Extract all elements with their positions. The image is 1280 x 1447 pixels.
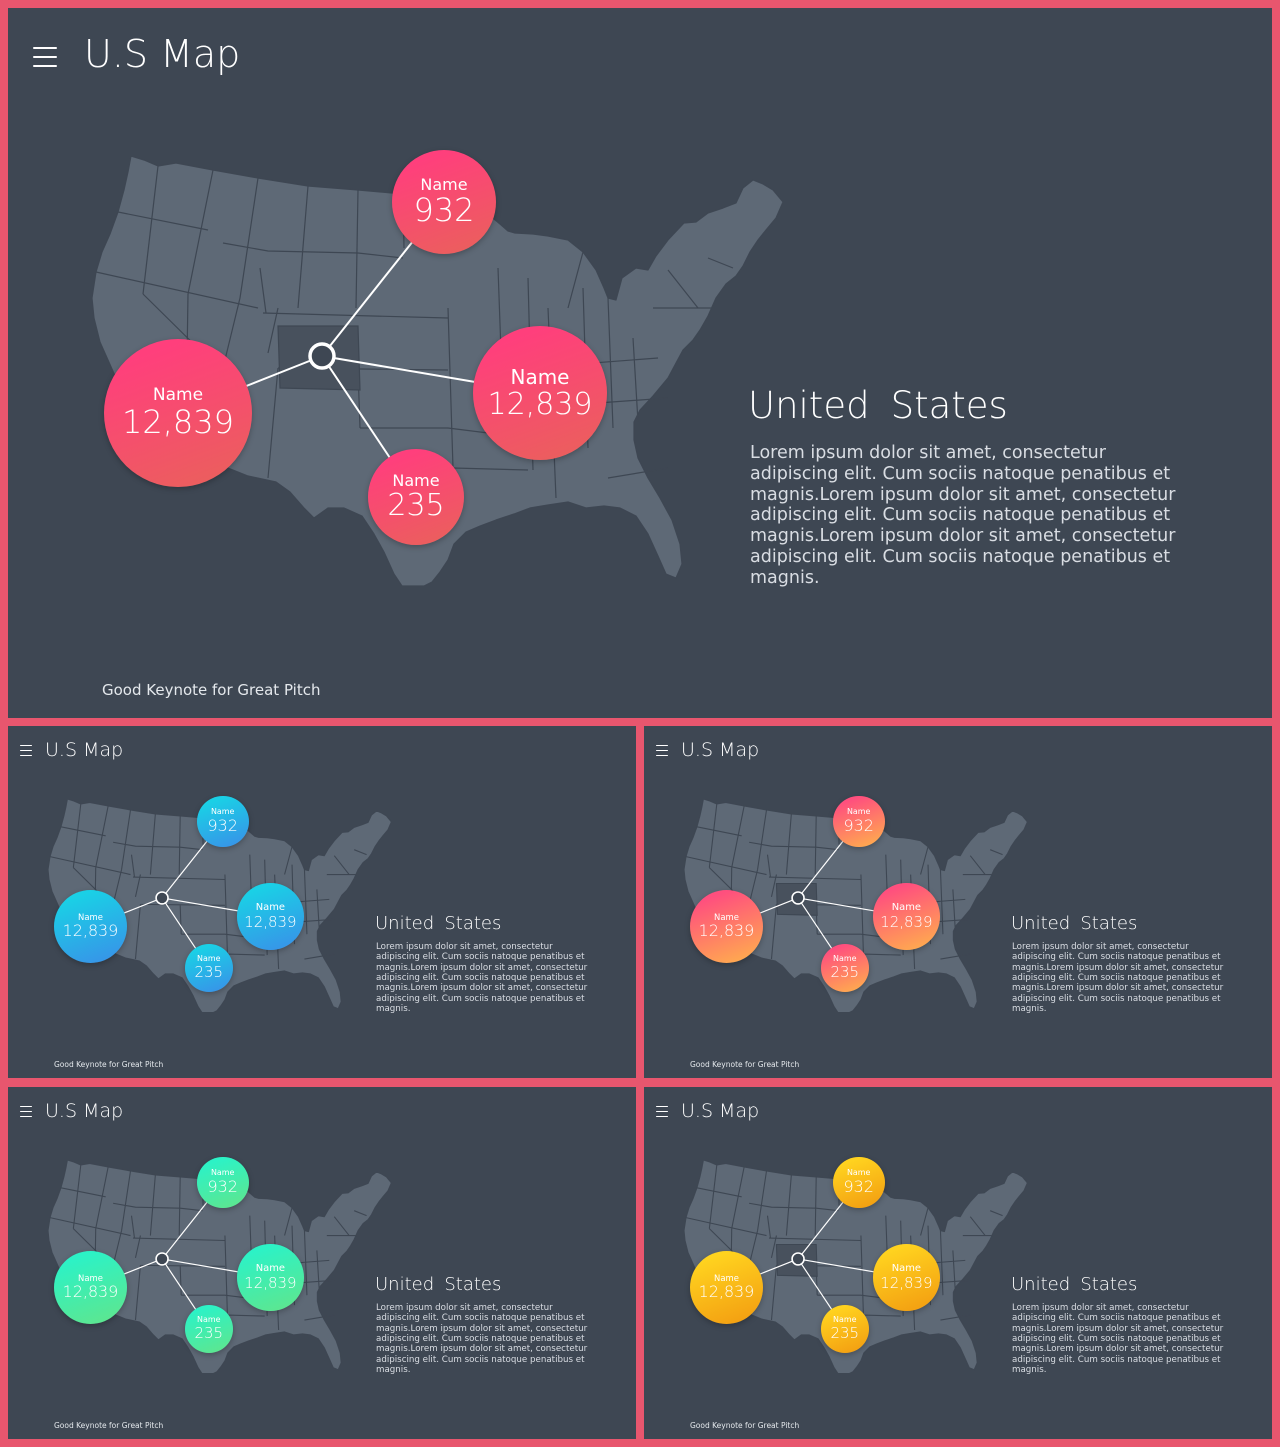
bubble-label: Name bbox=[210, 807, 235, 817]
slide-orange: U.S Map Name 932 Name 12,839 Name 12,839 Na… bbox=[644, 726, 1272, 1078]
bubble-east: Name 12,839 bbox=[473, 326, 607, 460]
bubble-label: Name bbox=[846, 1168, 871, 1178]
slide-title: U.S Map bbox=[84, 32, 241, 76]
us-map bbox=[47, 798, 392, 1013]
section-heading: United States bbox=[375, 1274, 502, 1295]
bubble-label: Name bbox=[714, 1272, 739, 1283]
slide-title: U.S Map bbox=[45, 739, 124, 761]
slide-footer: Good Keynote for Great Pitch bbox=[690, 1060, 800, 1069]
bubble-value: 12,839 bbox=[698, 1282, 755, 1302]
bubble-value: 932 bbox=[207, 1177, 238, 1197]
bubble-value: 235 bbox=[194, 1324, 223, 1343]
bubble-label: Name bbox=[891, 901, 922, 913]
bubble-value: 12,839 bbox=[62, 921, 119, 941]
slide-yellow: U.S Map Name 932 Name 12,839 Name 12,839 Na… bbox=[644, 1087, 1272, 1439]
bubble-label: Name bbox=[210, 1168, 235, 1178]
bubble-north: Name 932 bbox=[832, 1156, 885, 1209]
slide-footer: Good Keynote for Great Pitch bbox=[690, 1421, 800, 1430]
bubble-south: Name 235 bbox=[820, 944, 869, 992]
bubble-value: 235 bbox=[194, 963, 223, 982]
bubble-label: Name bbox=[78, 911, 103, 922]
bubble-west: Name 12,839 bbox=[104, 339, 252, 487]
bubble-label: Name bbox=[833, 954, 857, 964]
bubble-value: 932 bbox=[413, 191, 475, 230]
bubble-east: Name 12,839 bbox=[237, 1244, 304, 1311]
menu-icon[interactable] bbox=[20, 745, 32, 756]
bubble-south: Name 235 bbox=[820, 1305, 869, 1353]
bubble-west: Name 12,839 bbox=[689, 889, 764, 964]
bubble-value: 12,839 bbox=[698, 921, 755, 941]
bubble-value: 12,839 bbox=[880, 1273, 933, 1292]
bubble-value: 932 bbox=[207, 816, 238, 836]
slide-green: U.S Map Name 932 Name 12,839 Name 12,839 Na… bbox=[8, 1087, 636, 1439]
section-heading: United States bbox=[1011, 1274, 1138, 1295]
bubble-label: Name bbox=[714, 911, 739, 922]
bubble-label: Name bbox=[510, 364, 570, 389]
slide-title: U.S Map bbox=[681, 1100, 760, 1122]
bubble-label: Name bbox=[891, 1262, 922, 1274]
slide-footer: Good Keynote for Great Pitch bbox=[102, 681, 321, 699]
bubble-value: 12,839 bbox=[62, 1282, 119, 1302]
bubble-south: Name 235 bbox=[184, 944, 233, 992]
slide-title: U.S Map bbox=[45, 1100, 124, 1122]
bubble-north: Name 932 bbox=[832, 795, 885, 848]
bubble-value: 932 bbox=[843, 816, 874, 836]
bubble-label: Name bbox=[420, 174, 468, 194]
bubble-label: Name bbox=[846, 807, 871, 817]
bubble-north: Name 932 bbox=[196, 1156, 249, 1209]
bubble-value: 12,839 bbox=[244, 912, 297, 931]
slide-blue: U.S Map Name 932 Name 12,839 Name 12,839 Na… bbox=[8, 726, 636, 1078]
bubble-value: 235 bbox=[830, 1324, 859, 1343]
body-text: Lorem ipsum dolor sit amet, consectetur … bbox=[750, 443, 1176, 588]
menu-icon[interactable] bbox=[33, 46, 57, 68]
bubble-east: Name 12,839 bbox=[873, 1244, 940, 1311]
bubble-value: 235 bbox=[387, 488, 445, 524]
bubble-value: 12,839 bbox=[880, 912, 933, 931]
bubble-label: Name bbox=[833, 1315, 857, 1325]
menu-icon[interactable] bbox=[656, 745, 668, 756]
slide-large: U.S Map Name 932 Name 12,839 Name 12,839 Na… bbox=[8, 8, 1272, 718]
body-text: Lorem ipsum dolor sit amet, consectetur … bbox=[1012, 942, 1224, 1015]
body-text: Lorem ipsum dolor sit amet, consectetur … bbox=[1012, 1303, 1224, 1376]
bubble-label: Name bbox=[197, 1315, 221, 1325]
bubble-value: 12,839 bbox=[244, 1273, 297, 1292]
bubble-value: 235 bbox=[830, 963, 859, 982]
section-heading: United States bbox=[1011, 913, 1138, 934]
bubble-label: Name bbox=[255, 901, 286, 913]
slide-title: U.S Map bbox=[681, 739, 760, 761]
bubble-east: Name 12,839 bbox=[237, 883, 304, 950]
menu-icon[interactable] bbox=[20, 1106, 32, 1117]
bubble-south: Name 235 bbox=[184, 1305, 233, 1353]
bubble-north: Name 932 bbox=[392, 150, 496, 254]
bubble-label: Name bbox=[392, 470, 440, 490]
section-heading: United States bbox=[748, 384, 1008, 427]
bubble-label: Name bbox=[78, 1272, 103, 1283]
menu-icon[interactable] bbox=[656, 1106, 668, 1117]
bubble-west: Name 12,839 bbox=[53, 889, 128, 964]
bubble-value: 12,839 bbox=[487, 386, 593, 422]
bubble-value: 12,839 bbox=[122, 402, 234, 441]
slide-footer: Good Keynote for Great Pitch bbox=[54, 1421, 164, 1430]
body-text: Lorem ipsum dolor sit amet, consectetur … bbox=[376, 1303, 588, 1376]
bubble-west: Name 12,839 bbox=[689, 1250, 764, 1325]
bubble-value: 932 bbox=[843, 1177, 874, 1197]
bubble-label: Name bbox=[255, 1262, 286, 1274]
bubble-label: Name bbox=[152, 385, 204, 406]
bubble-west: Name 12,839 bbox=[53, 1250, 128, 1325]
body-text: Lorem ipsum dolor sit amet, consectetur … bbox=[376, 942, 588, 1015]
bubble-label: Name bbox=[197, 954, 221, 964]
bubble-south: Name 235 bbox=[368, 449, 464, 545]
bubble-north: Name 932 bbox=[196, 795, 249, 848]
section-heading: United States bbox=[375, 913, 502, 934]
bubble-east: Name 12,839 bbox=[873, 883, 940, 950]
slide-footer: Good Keynote for Great Pitch bbox=[54, 1060, 164, 1069]
